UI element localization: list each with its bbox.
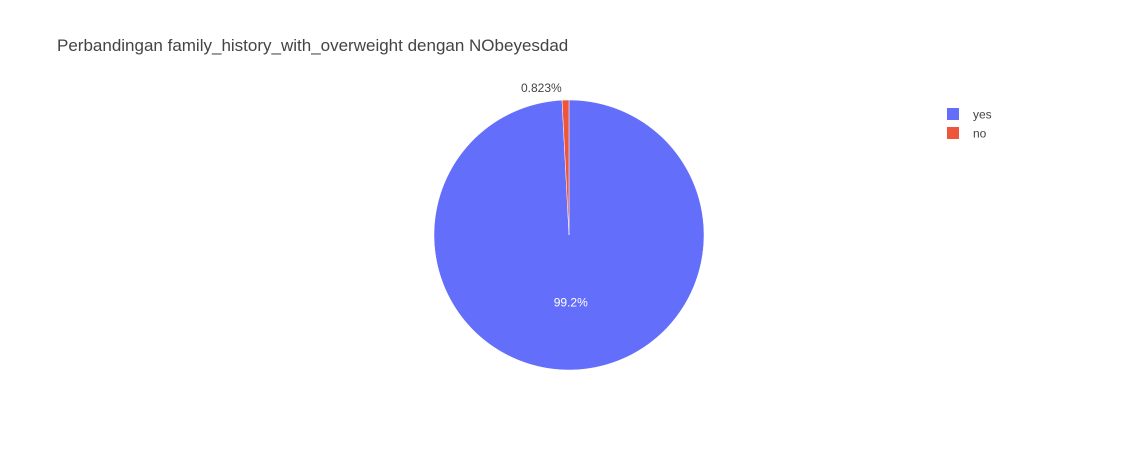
legend-label-yes[interactable]: yes (973, 108, 992, 122)
pie-slice-no[interactable] (561, 99, 570, 236)
pie-slice-label-no: 0.823% (521, 81, 562, 95)
legend: yes no (947, 108, 992, 141)
legend-swatch-no[interactable] (947, 127, 959, 139)
legend-swatch-yes[interactable] (947, 108, 959, 120)
legend-label-no[interactable]: no (973, 127, 987, 141)
pie-slices (433, 99, 705, 371)
pie-slice-label-yes: 99.2% (554, 295, 588, 309)
chart-title: Perbandingan family_history_with_overwei… (57, 36, 568, 55)
pie-slice-labels: 99.2% 0.823% (521, 81, 588, 309)
